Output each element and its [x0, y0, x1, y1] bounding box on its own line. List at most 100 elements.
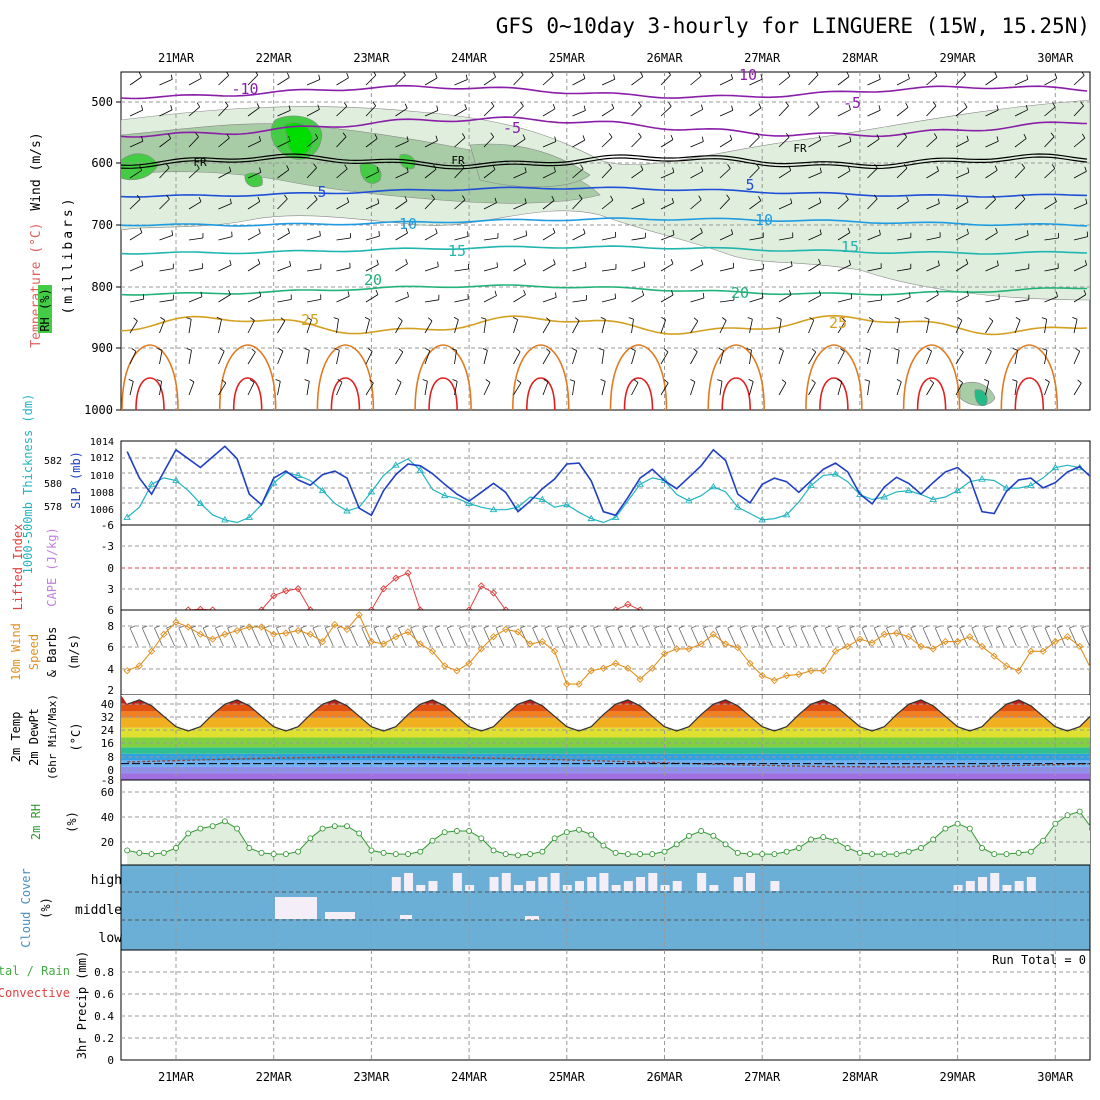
wind10-barb	[337, 627, 346, 647]
wind-barb	[336, 319, 339, 334]
ylabel-wind10-2: Speed	[27, 634, 41, 670]
temp-tick-label: 16	[101, 737, 114, 750]
dewpt-line	[127, 756, 1090, 768]
wind10-point	[624, 664, 632, 672]
wind-barb	[483, 382, 491, 396]
wind-barb-flag	[435, 135, 438, 141]
wind-barb	[778, 265, 793, 272]
wind-barb	[277, 169, 290, 179]
wind-barb	[247, 263, 261, 272]
wind-barb	[542, 75, 554, 86]
contour-label: 10	[755, 211, 773, 229]
rh2m-point	[392, 851, 399, 858]
wind10-point	[233, 627, 241, 635]
wind10-barb-flag	[459, 625, 465, 629]
wind-barb	[424, 299, 439, 303]
wind10-barb-flag	[935, 625, 941, 629]
wind-barb	[660, 74, 671, 86]
wind10-point	[795, 670, 803, 678]
cloud-clear-bar	[990, 873, 1000, 891]
wind-barb	[336, 106, 348, 117]
wind-barb	[749, 268, 764, 272]
thickness-point	[953, 486, 962, 494]
rh-tick-label: 60	[101, 786, 114, 799]
wind-barb	[837, 170, 851, 179]
lifted-index-point	[282, 587, 290, 595]
wind10-barb	[837, 627, 846, 647]
lifted-index-point	[294, 585, 302, 593]
ylabel-dewpt2m: 2m DewPt	[27, 708, 41, 766]
ylabel-wind10-units: (m/s)	[67, 634, 81, 670]
wind-barb	[1073, 294, 1087, 303]
rh-axis: 60 40 20	[101, 786, 114, 849]
wind-barb	[365, 264, 379, 272]
wind-barb	[277, 350, 284, 365]
wind-barb-flag	[553, 166, 556, 172]
date-label-bottom: 23MAR	[353, 1070, 390, 1084]
wind10-barb	[276, 627, 285, 647]
wind10-barb	[361, 627, 371, 647]
wind10-point	[1063, 633, 1072, 641]
wind10-point	[709, 630, 717, 638]
wind-barb-flag	[552, 227, 556, 233]
wind-barb	[572, 350, 578, 365]
wind-barb	[247, 107, 260, 117]
wind-barb-flag	[729, 134, 733, 140]
wind-barb	[660, 202, 674, 210]
wind-barb-flag	[1044, 379, 1050, 383]
rh2m-point	[160, 849, 167, 856]
wind-barb-flag	[903, 132, 908, 138]
wind10-barb	[227, 627, 236, 647]
wind-barb-flag	[667, 72, 671, 76]
wind-barb	[1044, 77, 1057, 86]
contour-35	[916, 377, 947, 410]
wind-barb-flag	[427, 317, 433, 322]
wind10-barb	[459, 627, 468, 647]
wind-barb	[955, 140, 969, 148]
wind-barb	[896, 237, 911, 241]
wind-barb	[896, 200, 909, 210]
wind-barb	[926, 203, 940, 210]
wind-barb	[218, 382, 227, 396]
wind-barb	[867, 167, 878, 179]
wind-barb-flag	[346, 197, 350, 203]
contour-30	[609, 344, 668, 410]
wind-barb	[424, 381, 428, 396]
wind10-barb-flag	[678, 625, 685, 629]
cloud-clear-bar	[1002, 885, 1012, 891]
wind10-barb-flag	[556, 625, 563, 629]
wind-barb	[1014, 138, 1027, 148]
temp-tick-label: 0	[107, 764, 114, 777]
wind-barb	[454, 79, 468, 86]
thickness-point	[440, 491, 449, 499]
wind-barb	[1044, 201, 1057, 210]
ylabel-precip-conv: Convective	[0, 986, 70, 1000]
wind-barb	[306, 299, 321, 303]
wind10-barb	[532, 627, 541, 647]
rh2m-point	[319, 825, 326, 832]
rh2m-point	[576, 826, 582, 833]
wind10-barb-flag	[739, 625, 746, 629]
wind-barb-flag	[668, 102, 672, 107]
wind-barb	[719, 267, 734, 272]
wind-barb-flag	[552, 103, 556, 109]
wind10-barb-flag	[154, 625, 160, 629]
wind10-point	[441, 662, 449, 670]
wind-barb-flag	[304, 379, 310, 382]
wind-barb-flag	[195, 132, 199, 138]
thickness-point	[563, 500, 571, 508]
wind10-barb	[690, 627, 700, 647]
cloud-clear-bar	[697, 873, 707, 891]
rh2m-point	[673, 841, 680, 848]
rh2m-point	[441, 829, 448, 836]
wind-barb	[159, 319, 165, 334]
wind10-barb	[617, 627, 627, 647]
wind-barb-flag	[818, 258, 821, 264]
cloud-clear-bar	[428, 881, 438, 891]
rh2m-point	[515, 852, 521, 859]
wind-barb	[188, 201, 202, 210]
contour-35	[623, 377, 654, 410]
rh2m-point	[197, 825, 204, 832]
wind-barb	[690, 108, 703, 117]
